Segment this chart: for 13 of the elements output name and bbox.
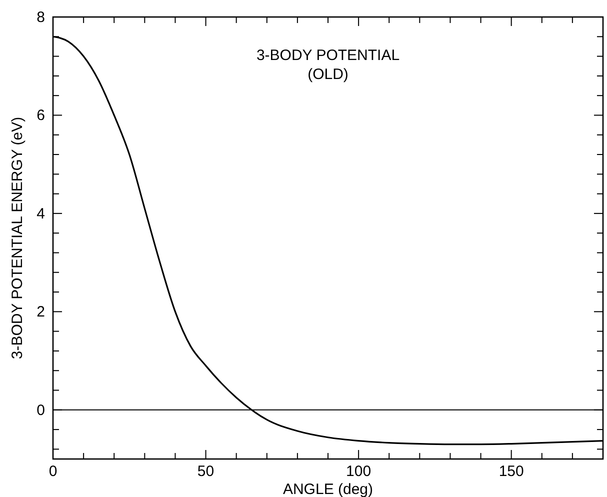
text: 3-BODY POTENTIAL [256, 47, 400, 64]
x-axis-title: ANGLE (deg) [282, 481, 374, 497]
x-tick-label: 150 [498, 463, 524, 480]
y-tick-label: 2 [36, 304, 45, 321]
y-axis-title: 3-BODY POTENTIAL ENERGY (eV) [9, 116, 26, 360]
x-tick-label: 100 [346, 463, 372, 480]
y-tick-label: 4 [36, 205, 45, 222]
y-tick-label: 0 [36, 402, 45, 419]
x-tick-label: 0 [48, 463, 58, 480]
y-tick-label: 6 [36, 107, 45, 124]
y-tick-label: 8 [36, 9, 45, 26]
x-tick-label: 50 [197, 463, 214, 480]
text: (OLD) [308, 66, 348, 83]
